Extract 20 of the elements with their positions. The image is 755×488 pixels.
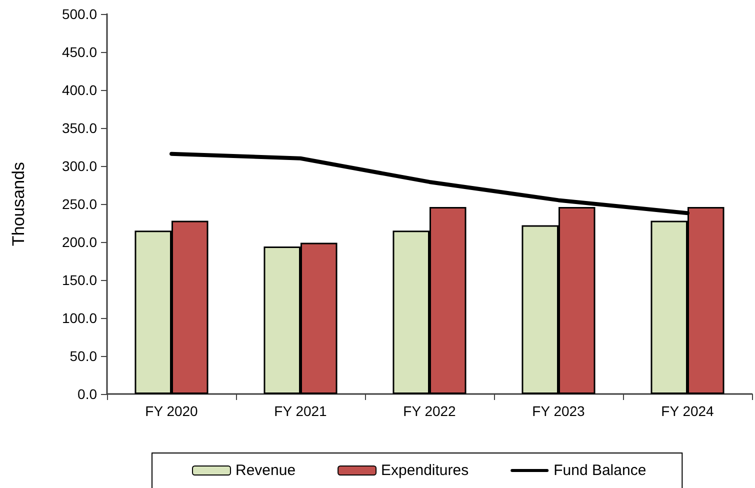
- y-axis-title: Thousands: [9, 162, 28, 246]
- y-tick-label: 500.0: [62, 6, 98, 22]
- y-tick-label: 400.0: [62, 82, 98, 98]
- legend-label: Expenditures: [381, 462, 469, 479]
- legend-label: Revenue: [236, 462, 296, 479]
- x-tick-label: FY 2020: [145, 403, 198, 419]
- x-tick-label: FY 2022: [403, 403, 456, 419]
- y-tick-label: 300.0: [62, 158, 98, 174]
- y-tick-label: 350.0: [62, 120, 98, 136]
- x-tick-label: FY 2024: [661, 403, 714, 419]
- legend-label: Fund Balance: [554, 462, 646, 479]
- y-tick-label: 100.0: [62, 310, 98, 326]
- y-tick-label: 450.0: [62, 44, 98, 60]
- y-tick-label: 200.0: [62, 234, 98, 250]
- x-tick-label: FY 2021: [274, 403, 328, 419]
- y-tick-label: 50.0: [70, 348, 98, 364]
- y-tick-label: 250.0: [62, 196, 98, 212]
- x-tick-label: FY 2023: [532, 403, 586, 419]
- y-tick-label: 150.0: [62, 272, 98, 288]
- y-tick-label: 0.0: [78, 386, 98, 402]
